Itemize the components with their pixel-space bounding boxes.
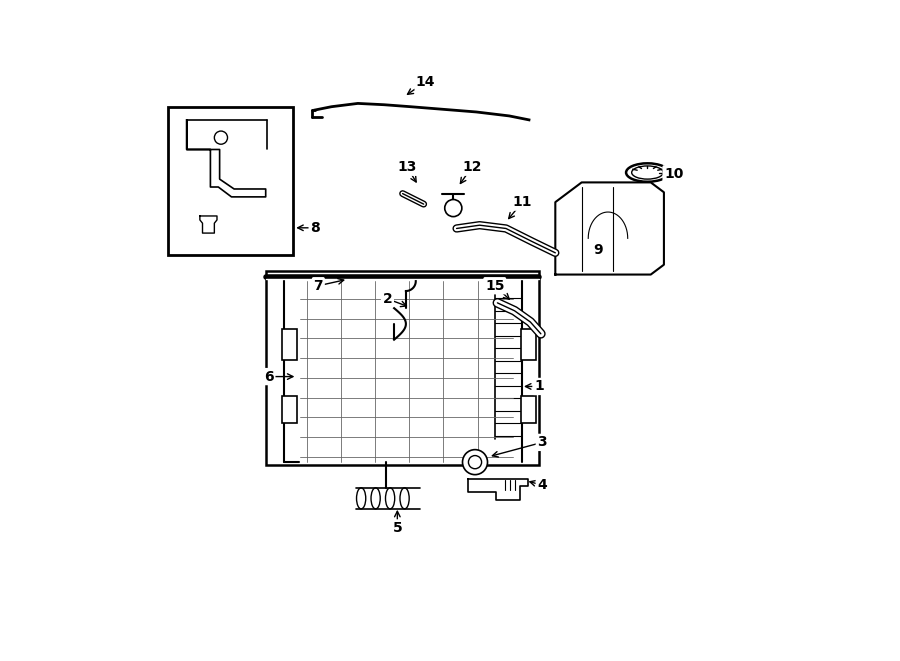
Text: 2: 2: [382, 292, 392, 306]
Text: 11: 11: [513, 195, 532, 209]
Circle shape: [214, 131, 228, 144]
Text: 1: 1: [534, 379, 544, 393]
Text: 12: 12: [462, 160, 482, 175]
Text: 7: 7: [313, 279, 323, 293]
Bar: [266, 271, 539, 465]
Ellipse shape: [400, 488, 410, 509]
Text: 13: 13: [398, 160, 417, 175]
Ellipse shape: [371, 488, 380, 509]
Circle shape: [463, 449, 488, 475]
Ellipse shape: [356, 488, 365, 509]
Bar: [168, 106, 293, 254]
Ellipse shape: [385, 488, 395, 509]
Circle shape: [468, 455, 482, 469]
Text: 15: 15: [485, 279, 505, 293]
Text: 14: 14: [416, 75, 436, 89]
Ellipse shape: [626, 163, 669, 182]
Polygon shape: [468, 479, 527, 500]
Bar: [521, 329, 535, 360]
Circle shape: [445, 200, 462, 217]
Text: 9: 9: [593, 243, 603, 257]
Ellipse shape: [632, 166, 663, 179]
Bar: [521, 397, 535, 422]
Polygon shape: [186, 120, 266, 197]
Text: 3: 3: [537, 436, 547, 449]
Polygon shape: [555, 182, 664, 274]
Polygon shape: [200, 216, 217, 233]
Text: 8: 8: [310, 221, 320, 235]
Text: 10: 10: [664, 167, 683, 181]
Bar: [283, 329, 297, 360]
Text: 4: 4: [537, 478, 547, 492]
Text: 6: 6: [265, 369, 274, 383]
Bar: [283, 397, 297, 422]
Text: 5: 5: [392, 521, 402, 535]
